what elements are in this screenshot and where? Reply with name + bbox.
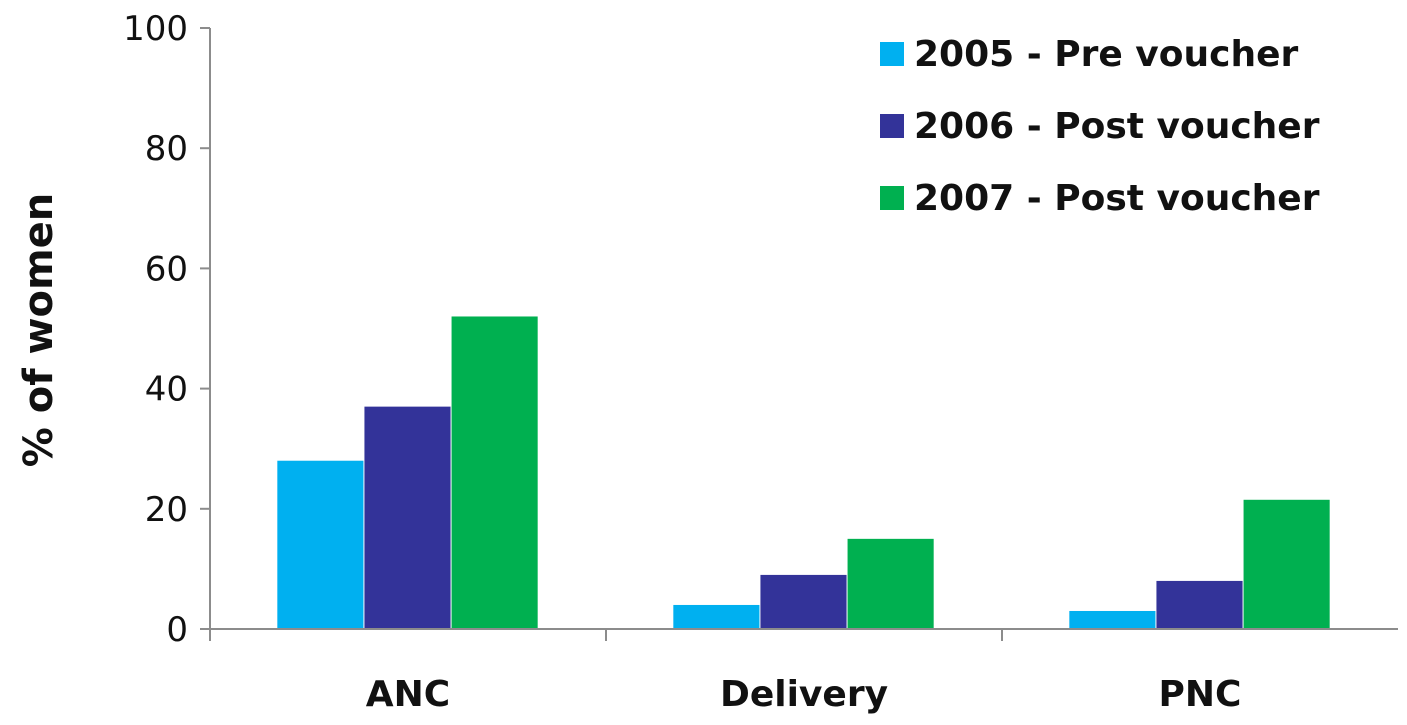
x-axis-categories: ANC Delivery PNC — [366, 674, 1242, 715]
bar — [451, 316, 538, 629]
bar — [1156, 580, 1243, 629]
x-category-label: PNC — [1159, 674, 1242, 715]
y-tick-label: 100 — [123, 9, 188, 49]
legend-label: 2006 - Post voucher — [914, 106, 1320, 147]
y-tick-label: 80 — [145, 129, 188, 169]
legend-label: 2007 - Post voucher — [914, 178, 1320, 219]
bars — [277, 316, 1330, 629]
x-category-label: ANC — [366, 674, 450, 715]
legend-label: 2005 - Pre voucher — [914, 34, 1299, 75]
y-tick-label: 60 — [145, 249, 188, 289]
bar — [1243, 499, 1330, 629]
bar — [760, 574, 847, 629]
y-tick-label: 0 — [166, 610, 188, 650]
legend-swatch — [880, 186, 904, 210]
y-tick-label: 20 — [145, 490, 188, 530]
bar — [277, 460, 364, 629]
y-tick-label: 40 — [145, 370, 188, 410]
bar — [364, 406, 451, 629]
bar — [1069, 610, 1156, 629]
y-axis-title: % of women — [16, 193, 62, 468]
legend: 2005 - Pre voucher 2006 - Post voucher 200… — [880, 34, 1320, 219]
legend-swatch — [880, 42, 904, 66]
x-category-label: Delivery — [720, 674, 888, 715]
bar — [673, 604, 760, 629]
y-axis-ticks: 0 20 40 60 80 100 — [123, 9, 210, 650]
axes — [209, 28, 1398, 641]
bar — [847, 538, 934, 629]
legend-swatch — [880, 114, 904, 138]
